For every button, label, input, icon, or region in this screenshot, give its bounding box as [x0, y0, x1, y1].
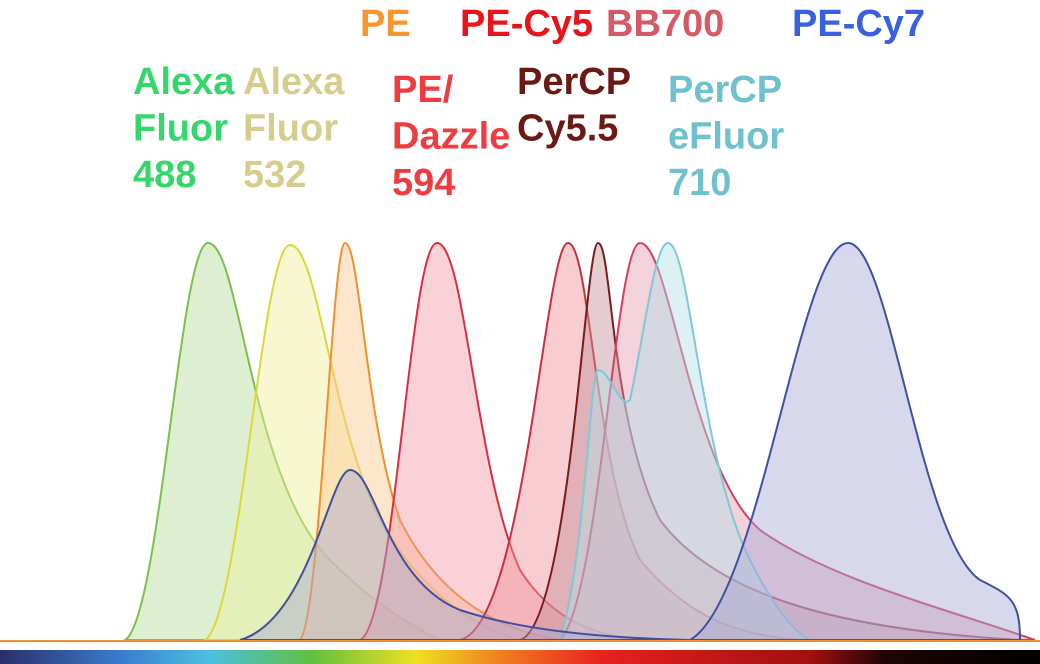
- emission-curve: [239, 241, 1022, 642]
- dye-label-line: Alexa: [243, 61, 345, 103]
- dye-label-line: PE/: [392, 69, 454, 111]
- dye-label-line: 594: [392, 162, 455, 204]
- spectrum-bar: [0, 650, 1040, 664]
- dye-label: Alexa Fluor 532: [243, 61, 345, 196]
- emission-curve: [201, 243, 521, 641]
- dye-label-line: Alexa: [133, 61, 235, 103]
- emission-curve: [121, 241, 441, 641]
- dye-label-line: 488: [133, 154, 196, 196]
- dye-label-line: eFluor: [668, 116, 784, 158]
- dye-label-line: PE-Cy5: [460, 3, 593, 45]
- dye-label: PE-Cy7: [792, 3, 925, 45]
- emission-curve: [459, 241, 801, 641]
- dye-label-line: PE-Cy7: [792, 3, 925, 45]
- dye-label-line: BB700: [606, 3, 724, 45]
- dye-label-line: Dazzle: [392, 116, 510, 158]
- emission-curve: [557, 241, 1036, 641]
- dye-label: PE/Dazzle 594: [392, 69, 510, 204]
- dye-label: PerCP Cy5.5: [517, 61, 631, 150]
- emission-curve: [558, 241, 811, 641]
- dye-label-line: Fluor: [243, 108, 338, 150]
- dye-label-line: PerCP: [668, 69, 782, 111]
- dye-label: PE: [360, 3, 411, 45]
- dye-label-line: 532: [243, 154, 306, 196]
- dye-label: Alexa Fluor 488: [133, 61, 235, 196]
- dye-label: BB700: [606, 3, 724, 45]
- emission-curve: [359, 241, 641, 641]
- curves: [121, 241, 1036, 642]
- emission-curve: [297, 241, 561, 641]
- dye-label: PE-Cy5: [460, 3, 593, 45]
- dye-label-line: PE: [360, 3, 411, 45]
- dye-label-line: PerCP: [517, 61, 631, 103]
- dye-label-line: 710: [668, 162, 731, 204]
- dye-label-line: Fluor: [133, 108, 228, 150]
- dye-label-line: Cy5.5: [517, 108, 618, 150]
- dye-label: PerCP eFluor 710: [668, 69, 784, 204]
